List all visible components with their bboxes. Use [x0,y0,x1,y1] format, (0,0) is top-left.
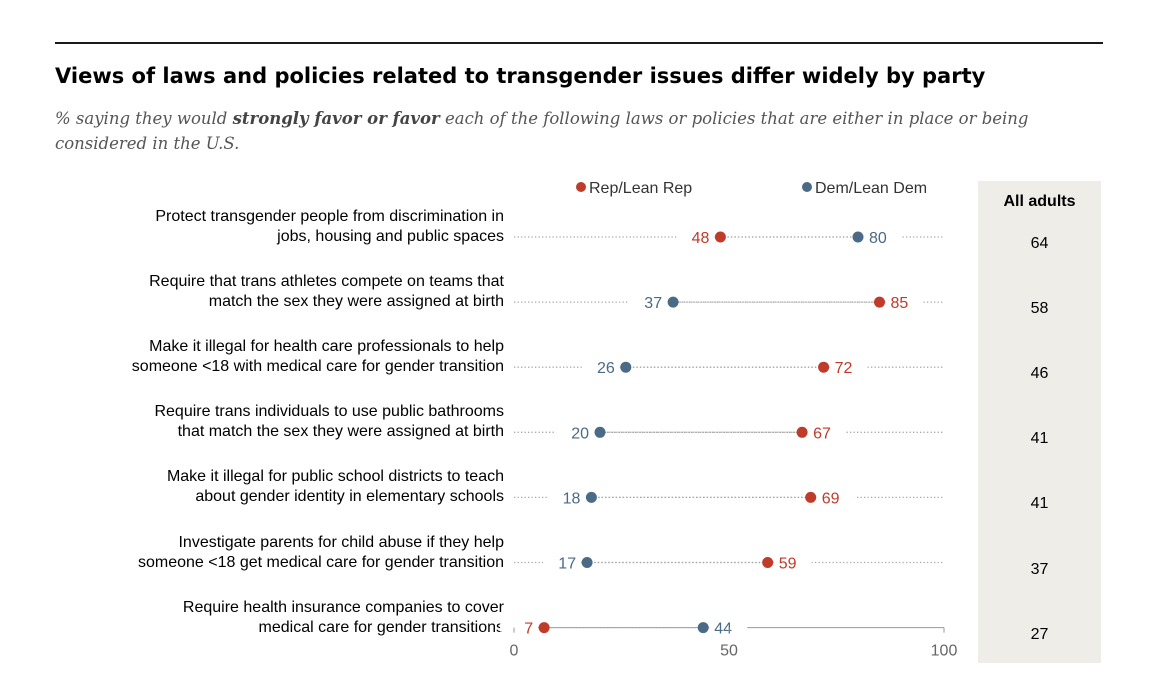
all-adults-value: 46 [1030,365,1049,383]
rep-value-label: 59 [779,556,797,573]
row-label: Require trans individuals to use public … [34,402,504,442]
dem-value-label: 26 [597,360,615,377]
rep-dot [805,491,817,503]
label-gap [547,493,586,502]
label-gap [709,623,748,632]
row-label-line: medical care for gender transitions [258,618,504,636]
dem-dot [852,231,864,243]
x-tick-label: 100 [931,643,958,660]
legend-dem: Dem/Lean Dem [802,180,927,198]
rep-dot [818,361,830,373]
rep-value-label: 69 [822,490,840,507]
row-label-line: Make it illegal for health care professi… [149,338,504,356]
dem-dot [581,557,593,568]
label-gap [629,298,668,307]
dem-dot [697,622,709,634]
all-adults-value: 37 [1030,560,1049,578]
top-rule [55,42,1103,44]
rep-value-label: 72 [835,360,853,377]
row-label-line: someone <18 get medical care for gender … [138,553,504,571]
dem-dot [585,491,597,503]
row-label-line: Require health insurance companies to co… [182,598,504,616]
label-gap [885,298,924,307]
label-gap [864,233,902,241]
legend-rep: Rep/Lean Rep [576,180,692,198]
rep-value-label: 48 [692,230,710,247]
dem-value-label: 80 [869,230,887,247]
all-adults-value: 27 [1030,625,1049,643]
row-label: Require health insurance companies to co… [34,598,504,638]
label-gap [816,493,855,502]
label-gap [500,623,539,632]
row-label: Protect transgender people from discrimi… [34,207,504,247]
row-label-line: Require that trans athletes compete on t… [149,273,504,291]
chart-title: Views of laws and policies related to tr… [55,64,986,88]
legend-dem-marker [802,182,812,192]
dem-dot [620,361,632,373]
all-adults-value: 41 [1030,495,1049,513]
rep-dot [538,622,550,634]
dem-dot [667,296,679,308]
chart-subtitle: % saying they would strongly favor or fa… [55,106,1115,156]
subtitle-pre: % saying they would [55,109,233,128]
legend-dem-label: Dem/Lean Dem [815,180,928,197]
rep-value-label: 85 [891,295,909,312]
label-gap [581,363,620,372]
row-label-line: someone <18 with medical care for gender… [131,358,504,376]
dem-value-label: 17 [558,556,576,573]
x-tick-label: 50 [720,643,738,660]
all-adults-value: 64 [1030,235,1049,252]
rep-value-label: 7 [524,621,533,638]
label-gap [556,428,594,437]
row-label: Make it illegal for public school distri… [34,467,504,507]
label-gap [808,428,847,437]
subtitle-bold: strongly favor or favor [232,109,440,128]
all-adults-value: 41 [1030,430,1049,448]
row-label-line: Make it illegal for public school distri… [166,468,504,486]
row-label-line: match the sex they were assigned at birt… [208,293,504,311]
legend-rep-marker [576,182,586,192]
row-label-line: about gender identity in elementary scho… [195,488,504,506]
dem-value-label: 18 [563,490,581,507]
rep-dot [762,557,774,568]
row-label-line: Require trans individuals to use public … [154,403,504,421]
row-label-line: Protect transgender people from discrimi… [155,208,504,225]
row-label-line: that match the sex they were assigned at… [177,423,504,441]
row-label: Make it illegal for health care professi… [34,337,504,377]
dem-dot [594,426,606,438]
row-label: Investigate parents for child abuse if t… [34,533,504,573]
all-adults-header: All adults [1003,193,1076,210]
label-gap [676,233,715,241]
row-label-line: jobs, housing and public spaces [277,228,504,245]
row-label-line: Investigate parents for child abuse if t… [178,533,504,551]
row-label: Require that trans athletes compete on t… [34,272,504,312]
label-gap [829,363,868,372]
all-adults-value: 58 [1030,300,1049,318]
subtitle-post: each of the following laws or policies t… [55,109,1029,153]
dem-value-label: 20 [571,425,589,442]
rep-dot [874,296,885,308]
x-tick-label: 0 [510,643,519,660]
label-gap [773,558,812,567]
dem-value-label: 37 [644,295,662,312]
rep-value-label: 67 [813,425,831,442]
all-adults-panel [978,181,1101,663]
rep-dot [796,426,808,438]
label-gap [543,558,582,567]
legend-rep-label: Rep/Lean Rep [589,180,693,197]
rep-dot [714,231,726,243]
dem-value-label: 44 [714,621,732,638]
